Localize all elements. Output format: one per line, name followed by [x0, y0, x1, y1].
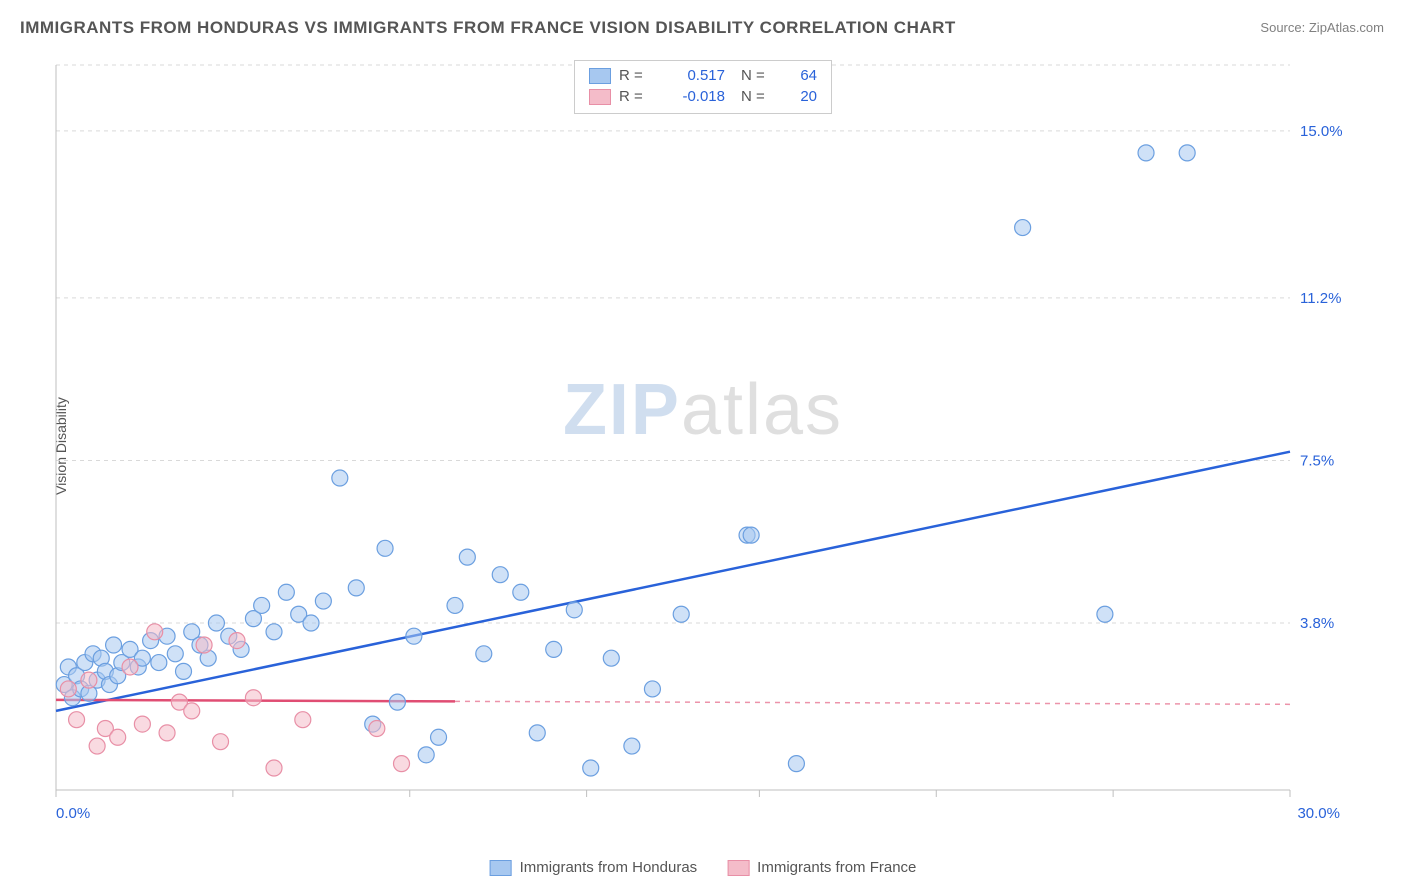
svg-text:7.5%: 7.5%: [1300, 452, 1334, 469]
n-label: N =: [741, 88, 779, 105]
r-label: R =: [619, 88, 657, 105]
chart-title: IMMIGRANTS FROM HONDURAS VS IMMIGRANTS F…: [20, 18, 956, 38]
swatch-france: [589, 89, 611, 105]
source-link[interactable]: ZipAtlas.com: [1309, 20, 1384, 35]
legend-label-france: Immigrants from France: [757, 859, 916, 876]
svg-text:30.0%: 30.0%: [1297, 805, 1340, 822]
correlation-legend: R = 0.517 N = 64 R = -0.018 N = 20: [574, 60, 832, 114]
r-label: R =: [619, 67, 657, 84]
source-attribution: Source: ZipAtlas.com: [1260, 20, 1384, 35]
series-legend: Immigrants from Honduras Immigrants from…: [490, 859, 917, 876]
legend-row-france: R = -0.018 N = 20: [589, 86, 817, 107]
source-label: Source:: [1260, 20, 1305, 35]
swatch-france: [727, 860, 749, 876]
legend-row-honduras: R = 0.517 N = 64: [589, 65, 817, 86]
legend-label-honduras: Immigrants from Honduras: [520, 859, 698, 876]
chart-area: 3.8% 7.5% 11.2% 15.0% 0.0% 30.0%: [50, 55, 1350, 830]
r-value-france: -0.018: [665, 88, 725, 105]
n-value-france: 20: [787, 88, 817, 105]
legend-item-france: Immigrants from France: [727, 859, 916, 876]
legend-item-honduras: Immigrants from Honduras: [490, 859, 698, 876]
n-label: N =: [741, 67, 779, 84]
n-value-honduras: 64: [787, 67, 817, 84]
svg-text:15.0%: 15.0%: [1300, 123, 1343, 140]
svg-text:3.8%: 3.8%: [1300, 615, 1334, 632]
svg-text:0.0%: 0.0%: [56, 805, 90, 822]
r-value-honduras: 0.517: [665, 67, 725, 84]
swatch-honduras: [589, 68, 611, 84]
swatch-honduras: [490, 860, 512, 876]
svg-text:11.2%: 11.2%: [1300, 290, 1341, 307]
scatter-plot: 3.8% 7.5% 11.2% 15.0% 0.0% 30.0%: [50, 55, 1350, 830]
